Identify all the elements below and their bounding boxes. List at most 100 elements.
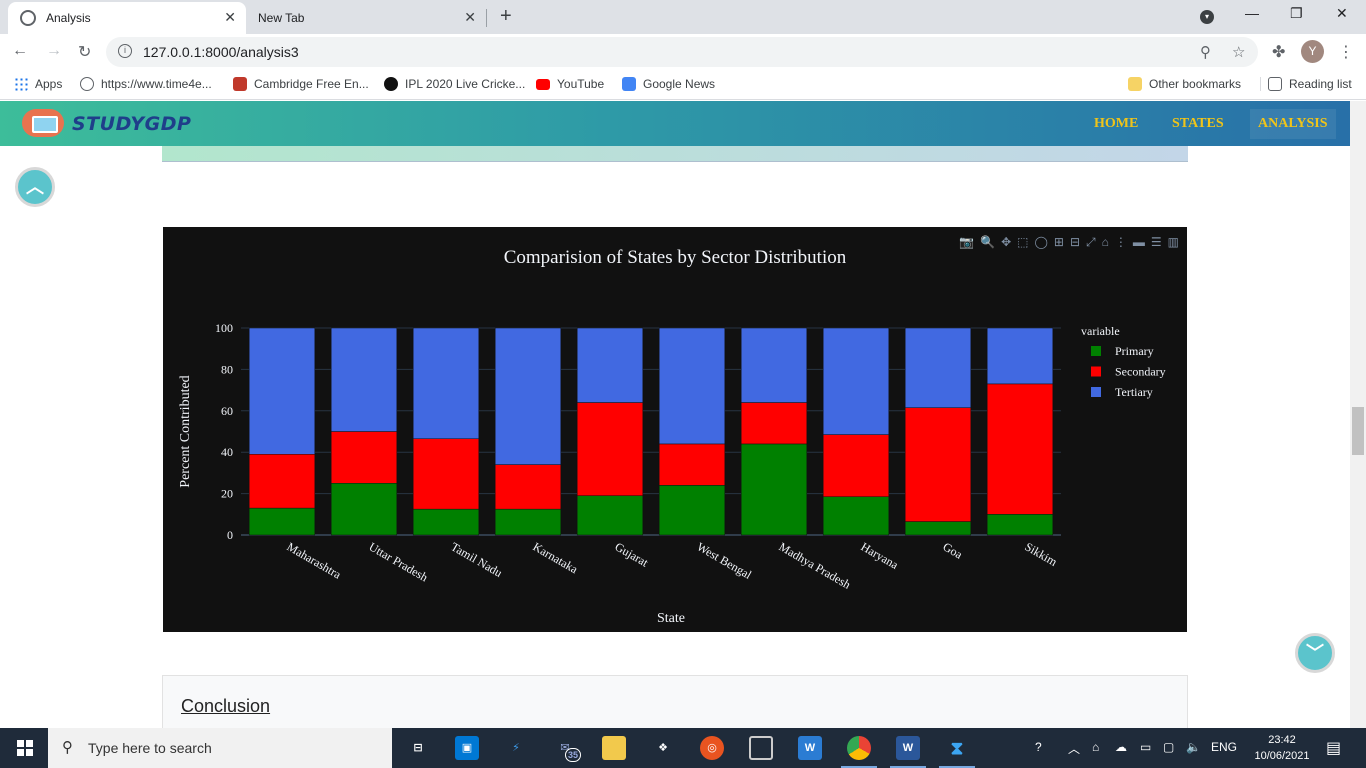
chart-title: Comparision of States by Sector Distribu… bbox=[503, 247, 847, 268]
legend-label: Secondary bbox=[1115, 365, 1166, 379]
minimize-icon[interactable]: — bbox=[1245, 5, 1259, 21]
onedrive-icon[interactable]: ☁ bbox=[1115, 740, 1127, 754]
task-view-icon[interactable]: ⊟ bbox=[413, 742, 423, 754]
back-icon[interactable]: ← bbox=[12, 42, 28, 59]
bar-segment-tertiary bbox=[904, 327, 972, 408]
nav-analysis[interactable]: ANALYSIS bbox=[1250, 109, 1336, 139]
writer-icon[interactable]: W bbox=[798, 736, 822, 760]
file-explorer-icon[interactable] bbox=[602, 736, 626, 760]
globe-icon bbox=[80, 77, 94, 91]
zoom-icon[interactable]: ⚲ bbox=[1200, 44, 1211, 61]
page-scrollbar[interactable] bbox=[1350, 101, 1366, 728]
bar-segment-secondary bbox=[904, 407, 972, 522]
reload-icon[interactable]: ↻ bbox=[78, 44, 92, 61]
chart-svg: 0 20 40 60 80 100 Maharashtra Uttar Pradesh Tami… bbox=[178, 321, 1166, 626]
autoscale-icon[interactable]: ⤢ bbox=[1086, 235, 1096, 249]
hover-compare-icon[interactable]: ☰ bbox=[1150, 235, 1162, 249]
store-icon[interactable]: ▣ bbox=[455, 736, 479, 760]
y-tick-label: 40 bbox=[221, 445, 233, 459]
bookmark-ipl[interactable]: IPL 2020 Live Cricke... bbox=[384, 77, 525, 91]
battery-icon[interactable]: ▭ bbox=[1140, 740, 1152, 754]
new-tab-button[interactable]: + bbox=[500, 5, 512, 27]
logo-icon bbox=[22, 109, 64, 137]
bookmark-cambridge[interactable]: Cambridge Free En... bbox=[233, 77, 369, 91]
address-bar[interactable]: i 127.0.0.1:8000/analysis3 ⚲ ☆ bbox=[106, 37, 1258, 67]
word-icon[interactable]: W bbox=[890, 736, 926, 768]
tab-analysis[interactable]: Analysis ✕ bbox=[8, 2, 246, 34]
azure-studio-icon[interactable]: ⚡ bbox=[512, 742, 520, 754]
close-tab-icon[interactable]: ✕ bbox=[464, 9, 476, 25]
network-icon[interactable]: ⌂ bbox=[1092, 740, 1100, 754]
browser-tab-strip: Analysis ✕ New Tab ✕ + ▾ — ❐ ✕ bbox=[0, 0, 1366, 34]
dropbox-icon[interactable]: ❖ bbox=[658, 742, 668, 754]
box-select-icon[interactable]: ⬚ bbox=[1017, 235, 1029, 249]
spike-lines-icon[interactable]: ⋮ bbox=[1114, 235, 1127, 249]
bookmark-youtube[interactable]: YouTube bbox=[536, 77, 604, 91]
google-news-icon bbox=[622, 77, 636, 91]
bar-segment-primary bbox=[658, 485, 726, 536]
notifications-icon[interactable]: ▤ bbox=[1326, 740, 1342, 757]
bookmarks-bar: Apps https://www.time4e... Cambridge Fre… bbox=[0, 70, 1366, 100]
lasso-icon[interactable]: ◯ bbox=[1034, 235, 1048, 249]
bookmark-time4e[interactable]: https://www.time4e... bbox=[80, 77, 212, 91]
display-icon[interactable]: ▢ bbox=[1163, 740, 1175, 754]
reading-list[interactable]: Reading list bbox=[1260, 77, 1352, 91]
clock-date: 10/06/2021 bbox=[1254, 750, 1310, 762]
pan-icon[interactable]: ✥ bbox=[1001, 235, 1012, 249]
windows-start-icon[interactable] bbox=[17, 740, 33, 756]
bookmark-google-news[interactable]: Google News bbox=[622, 77, 715, 91]
x-tick-label: Sikkim bbox=[1023, 539, 1061, 569]
browser-toolbar: ← → ↻ i 127.0.0.1:8000/analysis3 ⚲ ☆ ✤ Y… bbox=[0, 34, 1366, 70]
y-tick-label: 0 bbox=[227, 528, 233, 542]
nav-home[interactable]: HOME bbox=[1094, 116, 1139, 131]
system-clock[interactable]: 23:42 10/06/2021 bbox=[1252, 732, 1312, 764]
scrollbar-thumb[interactable] bbox=[1352, 407, 1364, 455]
sector-chart[interactable]: 📷 🔍 ✥ ⬚ ◯ ⊞ ⊟ ⤢ ⌂ ⋮ ▬ ☰ ▥ Comparision of… bbox=[163, 227, 1187, 632]
zoom-in-icon[interactable]: ⊞ bbox=[1053, 235, 1064, 249]
bookmark-other[interactable]: Other bookmarks bbox=[1128, 77, 1241, 91]
bookmark-star-icon[interactable]: ☆ bbox=[1232, 44, 1246, 61]
ubuntu-icon[interactable]: ◎ bbox=[700, 736, 724, 760]
bar-segment-secondary bbox=[740, 402, 808, 445]
volume-icon[interactable]: 🔈 bbox=[1186, 740, 1201, 754]
restore-icon[interactable]: ❐ bbox=[1290, 5, 1303, 21]
close-tab-icon[interactable]: ✕ bbox=[224, 9, 236, 25]
extensions-icon[interactable]: ✤ bbox=[1272, 44, 1286, 61]
address-text[interactable]: 127.0.0.1:8000/analysis3 bbox=[143, 44, 299, 60]
site-info-icon[interactable]: i bbox=[118, 44, 132, 58]
language-indicator[interactable]: ENG bbox=[1211, 740, 1238, 754]
bar-segment-tertiary bbox=[658, 327, 726, 445]
bar-segment-secondary bbox=[576, 402, 644, 496]
menu-kebab-icon[interactable]: ⋮ bbox=[1338, 44, 1354, 61]
taskbar-search[interactable]: ⚲ Type here to search bbox=[48, 728, 392, 768]
nav-states[interactable]: STATES bbox=[1172, 116, 1224, 131]
tab-search-icon[interactable]: ▾ bbox=[1200, 10, 1214, 24]
mail-icon[interactable]: ✉ 35 bbox=[553, 736, 582, 762]
bar-segment-primary bbox=[740, 443, 808, 536]
zoom-out-icon[interactable]: ⊟ bbox=[1069, 235, 1081, 249]
forward-icon[interactable]: → bbox=[46, 42, 62, 59]
bookmark-apps[interactable]: Apps bbox=[14, 77, 62, 91]
conclusion-card: Conclusion bbox=[162, 675, 1188, 728]
camera-icon[interactable]: 📷 bbox=[959, 235, 975, 249]
chrome-icon[interactable] bbox=[841, 736, 877, 768]
plotly-logo-icon[interactable]: ▥ bbox=[1167, 235, 1179, 249]
zoom-icon[interactable]: 🔍 bbox=[980, 235, 996, 249]
mail-badge: 35 bbox=[565, 748, 582, 762]
profile-avatar[interactable]: Y bbox=[1301, 40, 1324, 63]
close-window-icon[interactable]: ✕ bbox=[1336, 5, 1348, 21]
terminal-app-icon[interactable] bbox=[749, 736, 773, 760]
bar-segment-tertiary bbox=[412, 327, 480, 439]
hover-closest-icon[interactable]: ▬ bbox=[1132, 235, 1145, 249]
home-icon[interactable]: ⌂ bbox=[1101, 235, 1109, 249]
tab-new-tab[interactable]: New Tab ✕ bbox=[248, 2, 488, 34]
folder-icon bbox=[1128, 77, 1142, 91]
site-logo[interactable]: STUDYGDP bbox=[72, 113, 192, 135]
y-tick-label: 100 bbox=[215, 321, 233, 335]
show-hidden-icons-icon[interactable]: ︿ bbox=[1068, 742, 1081, 756]
vscode-icon[interactable]: ⧗ bbox=[939, 736, 975, 768]
bar-segment-tertiary bbox=[494, 327, 562, 465]
help-icon[interactable]: ? bbox=[1035, 740, 1042, 754]
scroll-down-button[interactable]: ﹀ bbox=[1295, 633, 1335, 673]
scroll-up-button[interactable]: ︿ bbox=[15, 167, 55, 207]
